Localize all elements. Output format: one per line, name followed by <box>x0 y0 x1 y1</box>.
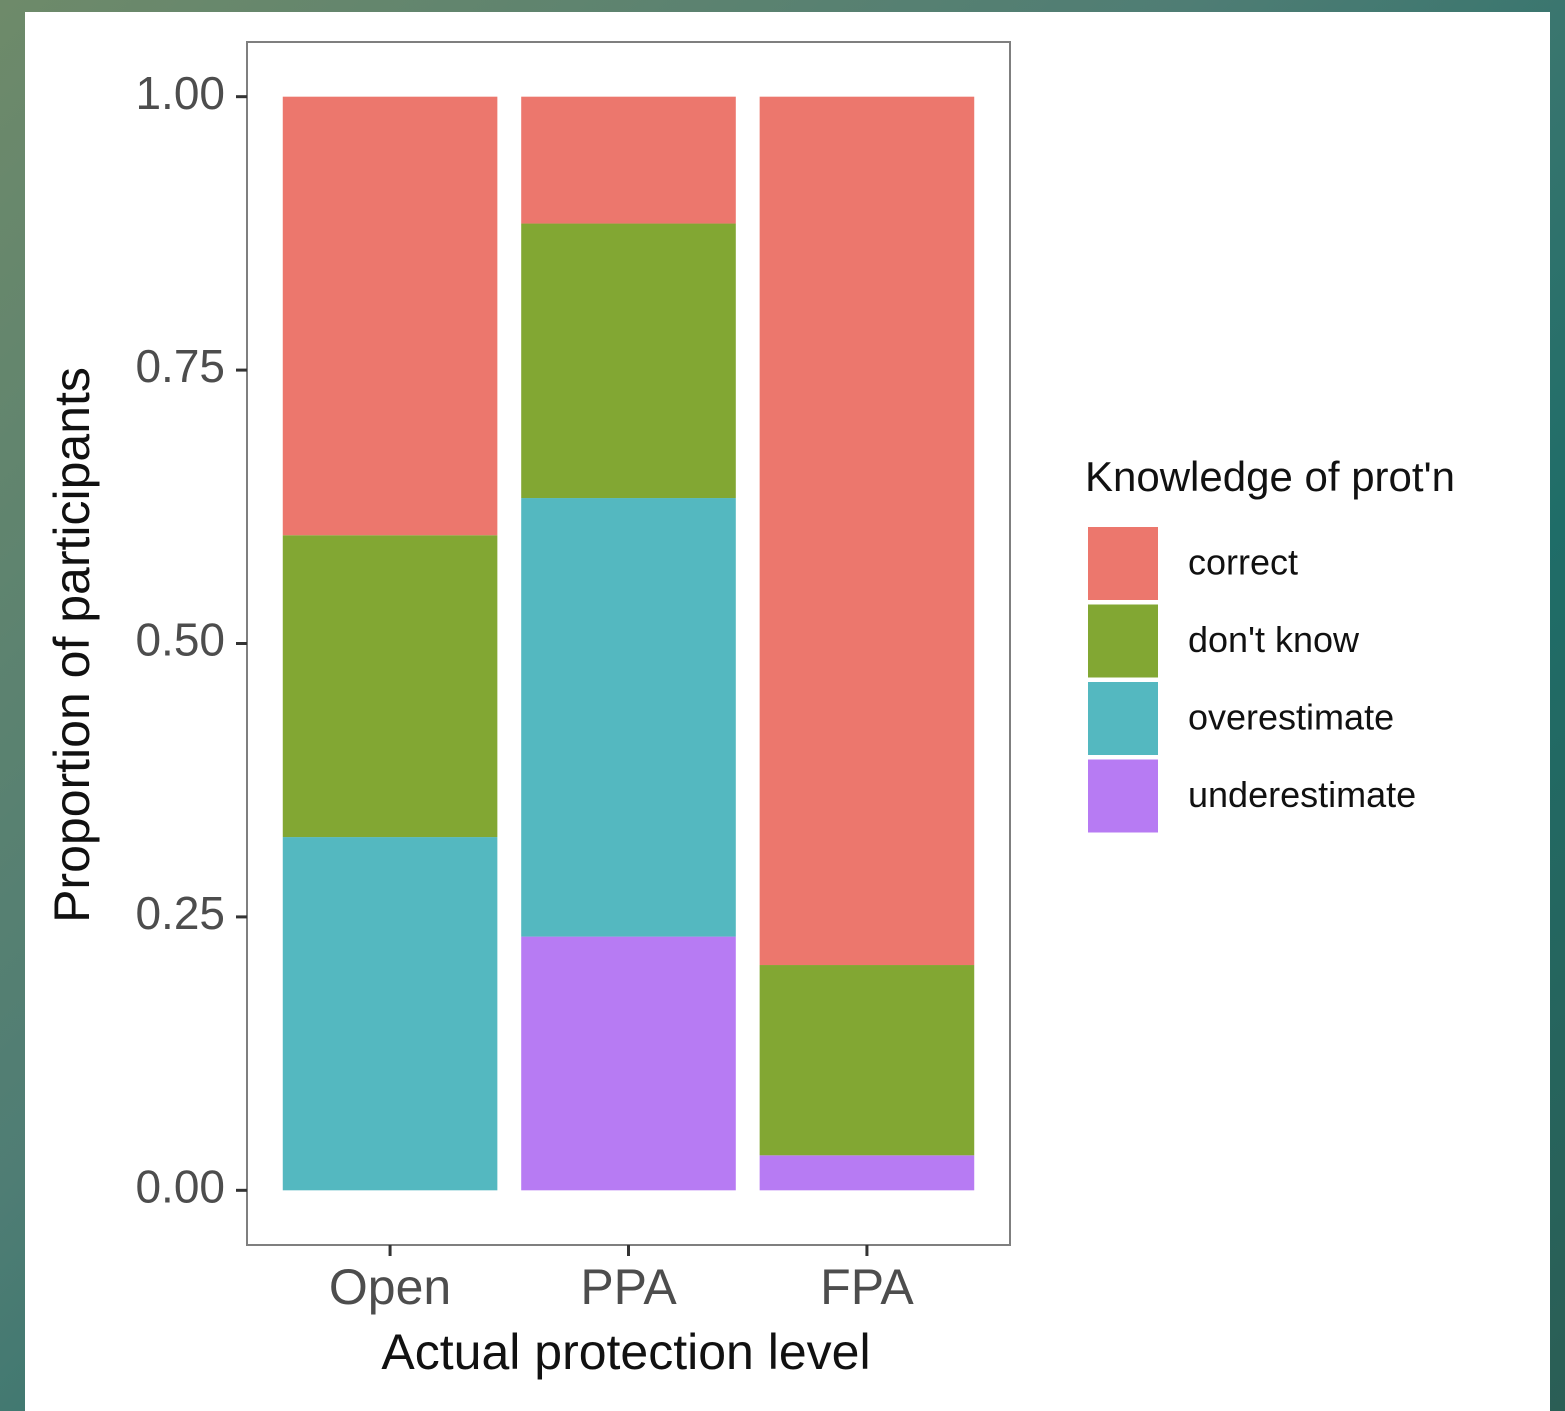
legend-label: underestimate <box>1188 774 1416 815</box>
legend-label: overestimate <box>1188 697 1394 738</box>
x-axis-title: Actual protection level <box>381 1324 870 1380</box>
y-tick-label: 1.00 <box>135 67 225 119</box>
bar-segment <box>283 535 498 837</box>
x-tick-label: PPA <box>580 1259 677 1315</box>
x-tick-label: Open <box>329 1259 451 1315</box>
legend-label: correct <box>1188 542 1298 583</box>
legend-key <box>1088 527 1158 600</box>
bar-segment <box>760 1155 975 1190</box>
legend-title: Knowledge of prot'n <box>1085 453 1455 500</box>
legend-key <box>1088 605 1158 678</box>
bar-segment <box>521 224 736 499</box>
bar-segment <box>760 97 975 965</box>
page: Actual protection level Proportion of pa… <box>0 0 1565 1411</box>
x-tick-label: FPA <box>820 1259 914 1315</box>
bar-segment <box>283 97 498 536</box>
y-tick-label: 0.50 <box>135 614 225 666</box>
y-tick-label: 0.75 <box>135 340 225 392</box>
y-tick-label: 0.25 <box>135 887 225 939</box>
bar-segment <box>521 97 736 224</box>
bar-segment <box>521 498 736 937</box>
legend-label: don't know <box>1188 619 1360 660</box>
y-tick-label: 0.00 <box>135 1160 225 1212</box>
bar-segment <box>521 937 736 1191</box>
y-axis-title: Proportion of participants <box>44 367 100 923</box>
chart: Actual protection level Proportion of pa… <box>0 0 1565 1411</box>
legend-key <box>1088 682 1158 755</box>
bar-segment <box>760 965 975 1155</box>
bar-segment <box>283 837 498 1190</box>
legend-key <box>1088 760 1158 833</box>
